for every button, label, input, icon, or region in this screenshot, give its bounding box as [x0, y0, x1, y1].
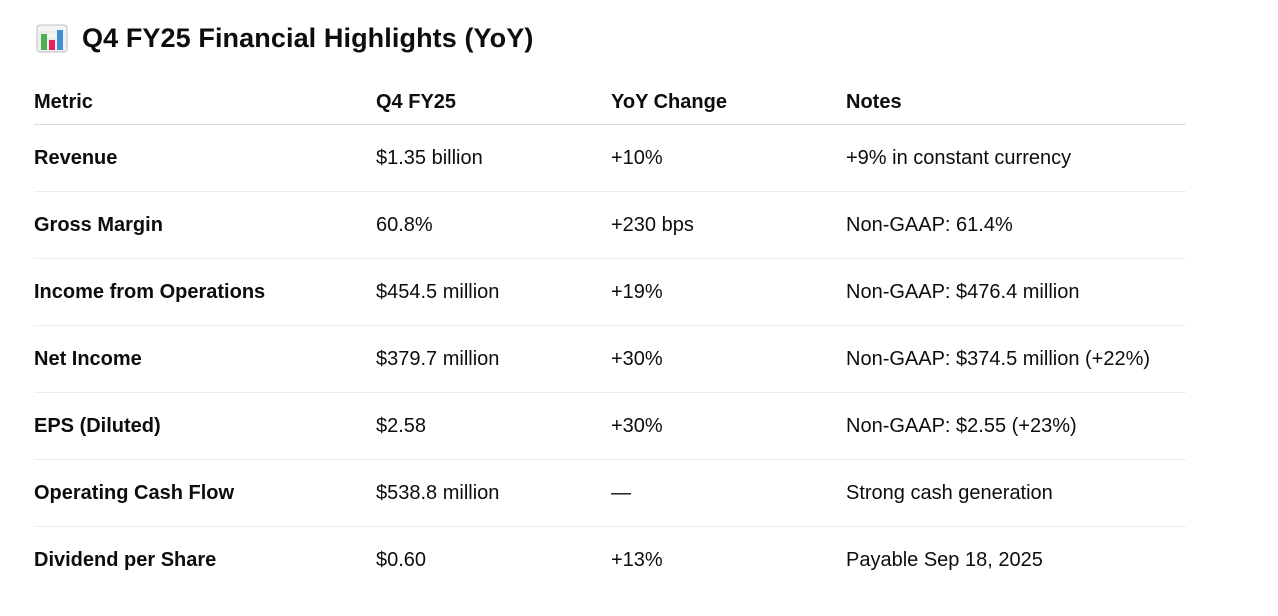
table-row: Revenue $1.35 billion +10% +9% in consta…	[34, 124, 1186, 192]
value-cell: $538.8 million	[376, 459, 611, 527]
column-header-value: Q4 FY25	[376, 80, 611, 125]
bar-chart-icon	[36, 24, 68, 53]
change-cell: +10%	[611, 124, 846, 192]
column-header-metric: Metric	[34, 80, 376, 125]
column-header-notes: Notes	[846, 80, 1186, 125]
value-cell: $454.5 million	[376, 258, 611, 326]
value-cell: $1.35 billion	[376, 124, 611, 192]
change-cell: +19%	[611, 258, 846, 326]
notes-cell: Non-GAAP: $476.4 million	[846, 258, 1186, 326]
column-header-change: YoY Change	[611, 80, 846, 125]
notes-cell: Non-GAAP: $2.55 (+23%)	[846, 392, 1186, 460]
table-row: Dividend per Share $0.60 +13% Payable Se…	[34, 527, 1186, 594]
metric-cell: Gross Margin	[34, 191, 376, 259]
table-row: Income from Operations $454.5 million +1…	[34, 258, 1186, 326]
metric-cell: Revenue	[34, 124, 376, 192]
table-row: Net Income $379.7 million +30% Non-GAAP:…	[34, 325, 1186, 393]
page-heading: Q4 FY25 Financial Highlights (YoY)	[36, 22, 533, 54]
notes-cell: Non-GAAP: $374.5 million (+22%)	[846, 325, 1186, 393]
metric-cell: Dividend per Share	[34, 548, 217, 571]
value-cell: $0.60	[376, 548, 427, 571]
metric-cell: Net Income	[34, 325, 376, 393]
change-cell: +30%	[611, 325, 846, 393]
table-row: Gross Margin 60.8% +230 bps Non-GAAP: 61…	[34, 191, 1186, 259]
change-cell: +30%	[611, 392, 846, 460]
table-header-row: Metric Q4 FY25 YoY Change Notes	[34, 80, 1186, 125]
metric-cell: EPS (Diluted)	[34, 392, 376, 460]
table-row: EPS (Diluted) $2.58 +30% Non-GAAP: $2.55…	[34, 392, 1186, 460]
change-cell: +230 bps	[611, 191, 846, 259]
notes-cell: Payable Sep 18, 2025	[846, 548, 1043, 571]
financial-highlights-table: Metric Q4 FY25 YoY Change Notes Revenue …	[34, 80, 1186, 593]
value-cell: $379.7 million	[376, 325, 611, 393]
value-cell: 60.8%	[376, 191, 611, 259]
notes-cell: Strong cash generation	[846, 459, 1186, 527]
table-row: Operating Cash Flow $538.8 million — Str…	[34, 459, 1186, 527]
change-cell: +13%	[611, 548, 663, 571]
value-cell: $2.58	[376, 392, 611, 460]
metric-cell: Operating Cash Flow	[34, 459, 376, 527]
page-title: Q4 FY25 Financial Highlights (YoY)	[82, 22, 534, 53]
notes-cell: +9% in constant currency	[846, 124, 1186, 192]
notes-cell: Non-GAAP: 61.4%	[846, 191, 1186, 259]
metric-cell: Income from Operations	[34, 258, 376, 326]
change-cell: —	[611, 459, 846, 527]
